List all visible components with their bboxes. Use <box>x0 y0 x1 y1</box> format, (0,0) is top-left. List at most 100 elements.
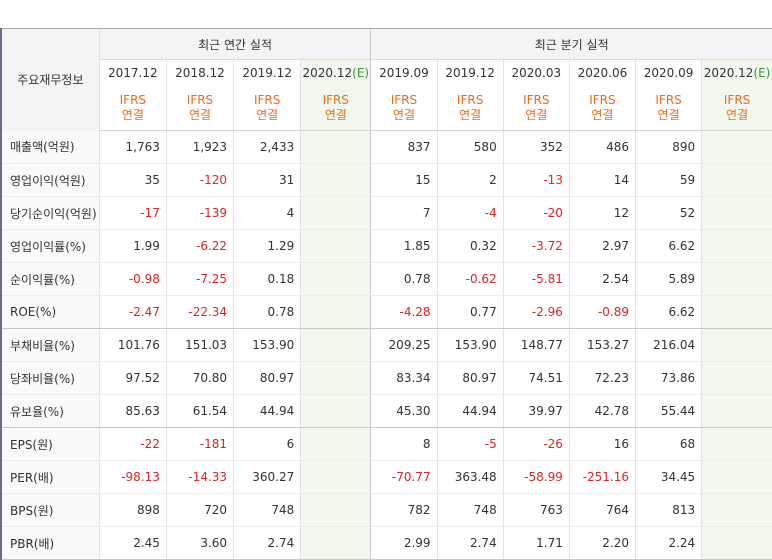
value-cell: 813 <box>635 493 702 527</box>
value-cell <box>701 163 772 197</box>
value-cell: -0.89 <box>568 295 636 329</box>
value-cell: -26 <box>502 427 570 461</box>
value-cell: 2.99 <box>370 526 438 560</box>
value-cell: 1.85 <box>370 229 438 263</box>
value-cell: 73.86 <box>635 361 702 395</box>
value-cell <box>701 196 772 230</box>
period-header-quarter: 2020.03 <box>502 59 570 86</box>
value-cell: 2.20 <box>568 526 636 560</box>
value-cell <box>300 328 371 362</box>
value-cell: -70.77 <box>370 460 438 494</box>
value-cell: 101.76 <box>98 328 167 362</box>
period-header-quarter: 2019.09 <box>370 59 438 86</box>
value-cell: 0.77 <box>436 295 504 329</box>
value-cell: 0.78 <box>370 262 438 296</box>
basis-cell: IFRS 연결 <box>635 85 702 131</box>
value-cell: 2.54 <box>568 262 636 296</box>
value-cell: 68 <box>635 427 702 461</box>
period-header-annual: 2018.12 <box>165 59 234 86</box>
basis-standard: IFRS <box>253 92 281 107</box>
financial-rows: 매출액(억원) 1,763 1,923 2,433 837 580 352 486 890 영업이… <box>0 130 772 560</box>
value-cell: 34.45 <box>635 460 702 494</box>
basis-cell: IFRS 연결 <box>436 85 504 131</box>
value-cell <box>300 295 371 329</box>
value-cell: 35 <box>98 163 167 197</box>
value-cell: 890 <box>635 130 702 164</box>
value-cell: 42.78 <box>568 394 636 428</box>
table-row: 매출액(억원) 1,763 1,923 2,433 837 580 352 486 890 <box>0 130 772 164</box>
value-cell <box>300 526 371 560</box>
value-cell: 5.89 <box>635 262 702 296</box>
financial-table: 주요재무정보 최근 연간 실적 최근 분기 실적 2017.12 2018.12 2… <box>0 28 772 560</box>
value-cell: -0.98 <box>98 262 167 296</box>
basis-cell: IFRS 연결 <box>300 85 371 131</box>
value-cell: 3.60 <box>165 526 234 560</box>
value-cell: 2.74 <box>233 526 301 560</box>
value-cell: 1.71 <box>502 526 570 560</box>
value-cell: 44.94 <box>436 394 504 428</box>
period-header-quarter: 2019.12 <box>436 59 504 86</box>
value-cell: 0.18 <box>233 262 301 296</box>
value-cell: -20 <box>502 196 570 230</box>
value-cell <box>701 361 772 395</box>
table-row: EPS(원) -22 -181 6 8 -5 -26 16 68 <box>0 427 772 461</box>
table-row: 순이익률(%) -0.98 -7.25 0.18 0.78 -0.62 -5.81 2.54 5… <box>0 262 772 296</box>
basis-cell: IFRS 연결 <box>568 85 636 131</box>
basis-standard: IFRS <box>655 92 682 107</box>
value-cell: 764 <box>568 493 636 527</box>
row-label: EPS(원) <box>0 427 100 461</box>
table-row: 당좌비율(%) 97.52 70.80 80.97 83.34 80.97 74.51 72.… <box>0 361 772 395</box>
table-row: PBR(배) 2.45 3.60 2.74 2.99 2.74 1.71 2.20 2.24 <box>0 526 772 560</box>
basis-cell: IFRS 연결 <box>165 85 234 131</box>
period-label: 2020.03 <box>511 65 562 80</box>
value-cell: 2.45 <box>98 526 167 560</box>
value-cell: -22.34 <box>165 295 234 329</box>
row-header-label: 주요재무정보 <box>0 28 100 131</box>
basis-cell: IFRS 연결 <box>370 85 438 131</box>
period-label: 2020.12 <box>703 65 754 80</box>
basis-cell: IFRS 연결 <box>233 85 301 131</box>
value-cell: 44.94 <box>233 394 301 428</box>
row-label: PBR(배) <box>0 526 100 560</box>
period-header-row: 2017.12 2018.12 2019.12 2020.12(E) 2019.09 20… <box>1 59 772 86</box>
table-row: PER(배) -98.13 -14.33 360.27 -70.77 363.48 -58.… <box>0 460 772 494</box>
value-cell: -2.47 <box>98 295 167 329</box>
value-cell: 59 <box>635 163 702 197</box>
value-cell: -251.16 <box>568 460 636 494</box>
value-cell: 1.29 <box>233 229 301 263</box>
basis-consolidation: 연결 <box>657 107 680 122</box>
row-label: 순이익률(%) <box>0 262 100 296</box>
value-cell: 4 <box>233 196 301 230</box>
row-label: 부채비율(%) <box>0 328 100 362</box>
basis-standard: IFRS <box>186 92 214 107</box>
table-row: 부채비율(%) 101.76 151.03 153.90 209.25 153.90 148… <box>0 328 772 362</box>
value-cell: 1,923 <box>165 130 234 164</box>
value-cell: -139 <box>165 196 234 230</box>
value-cell: 352 <box>502 130 570 164</box>
value-cell: 52 <box>635 196 702 230</box>
value-cell: -3.72 <box>502 229 570 263</box>
financial-summary-panel: 주요재무정보 최근 연간 실적 최근 분기 실적 2017.12 2018.12 2… <box>0 28 772 560</box>
value-cell: 45.30 <box>370 394 438 428</box>
value-cell: -13 <box>502 163 570 197</box>
value-cell: 0.78 <box>233 295 301 329</box>
value-cell <box>701 229 772 263</box>
value-cell: 486 <box>568 130 636 164</box>
value-cell: 74.51 <box>502 361 570 395</box>
value-cell: 8 <box>370 427 438 461</box>
value-cell: 763 <box>502 493 570 527</box>
basis-consolidation: 연결 <box>591 107 614 122</box>
period-label: 2020.06 <box>577 65 628 80</box>
row-label: BPS(원) <box>0 493 100 527</box>
value-cell: -120 <box>165 163 234 197</box>
value-cell: 720 <box>165 493 234 527</box>
value-cell: 55.44 <box>635 394 702 428</box>
basis-consolidation: 연결 <box>121 107 144 122</box>
value-cell: -0.62 <box>436 262 504 296</box>
value-cell <box>701 427 772 461</box>
value-cell <box>300 394 371 428</box>
basis-consolidation: 연결 <box>256 107 279 122</box>
value-cell: 360.27 <box>233 460 301 494</box>
period-label: 2018.12 <box>175 65 225 80</box>
value-cell: 85.63 <box>98 394 167 428</box>
